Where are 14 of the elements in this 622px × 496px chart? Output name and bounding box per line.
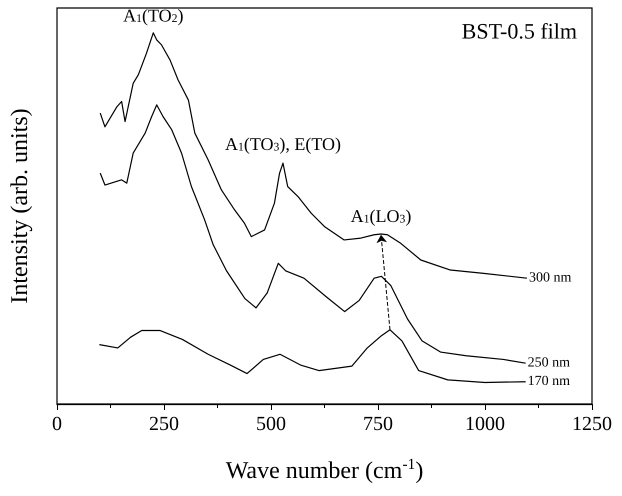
x-tick-label: 500 <box>256 413 286 435</box>
x-tick-label: 1000 <box>465 413 505 435</box>
series-label: 250 nm <box>528 356 570 371</box>
annotation: A1(TO3), E(TO) <box>224 134 341 154</box>
x-tick-label: 1250 <box>572 413 612 435</box>
series-label: 300 nm <box>528 270 572 286</box>
y-axis-title: Intensity (arb. units) <box>7 108 33 304</box>
x-tick-label: 750 <box>363 413 393 435</box>
annotation: BST-0.5 film <box>462 18 578 44</box>
x-tick-label: 250 <box>149 413 179 435</box>
annotation: A1(TO2) <box>123 6 184 26</box>
series-label: 170 nm <box>528 374 570 390</box>
annotation: A1(LO3) <box>350 206 412 226</box>
x-tick-label: 0 <box>52 413 62 435</box>
